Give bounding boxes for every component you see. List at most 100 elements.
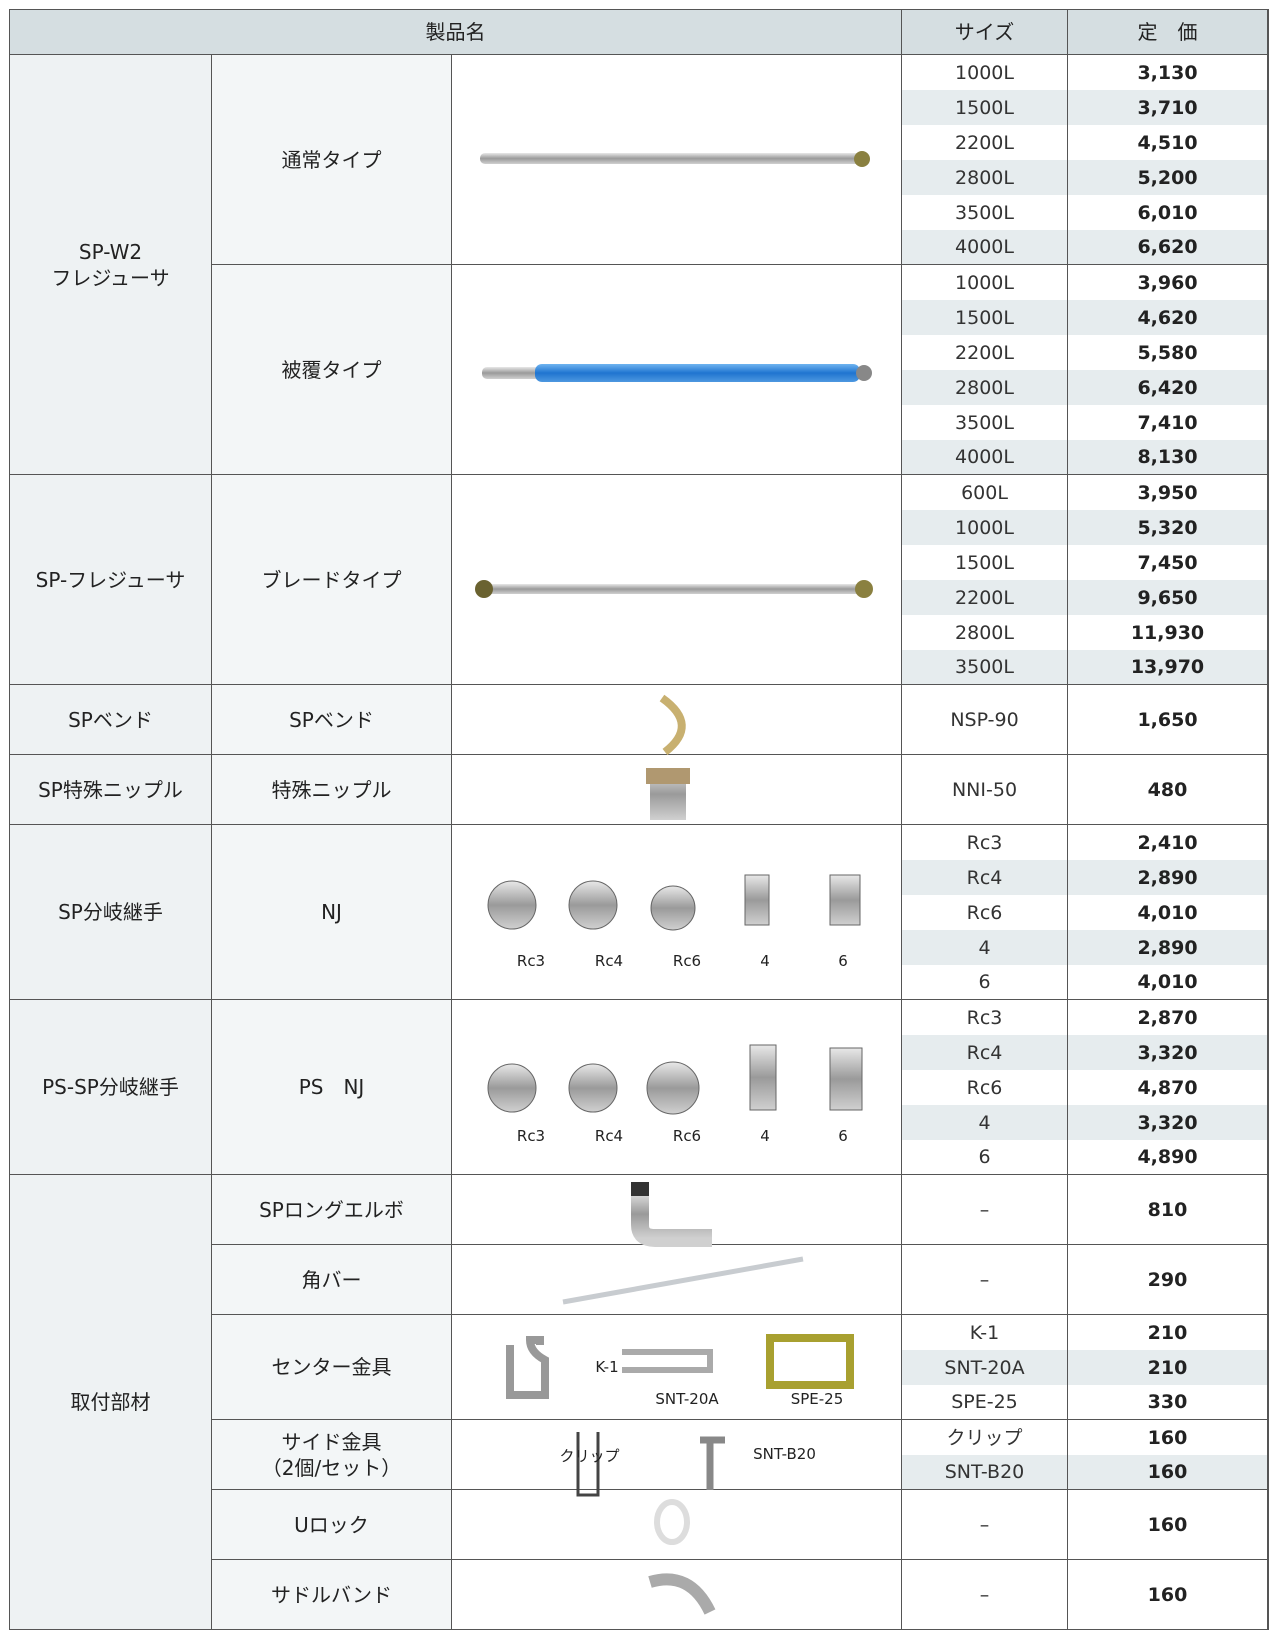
product-name-cell: SPベンド	[212, 685, 452, 755]
price-cell: 8,130	[1068, 440, 1268, 475]
price-text: 3,950	[1137, 481, 1198, 504]
size-text: 6	[978, 971, 991, 993]
size-cell: K-1	[902, 1315, 1068, 1350]
price-text: 4,620	[1137, 306, 1198, 329]
header-text: サイズ	[954, 20, 1015, 44]
group-name: SPベンド	[68, 707, 153, 732]
image-cell	[452, 1000, 902, 1175]
image-cell	[452, 755, 902, 825]
size-cell: 2800L	[902, 615, 1068, 650]
product-name: NJ	[321, 900, 342, 924]
price-text: 3,710	[1137, 96, 1198, 119]
size-cell: 4000L	[902, 230, 1068, 265]
price-text: 4,870	[1137, 1076, 1198, 1099]
size-cell: Rc3	[902, 1000, 1068, 1035]
price-cell: 9,650	[1068, 580, 1268, 615]
price-text: 4,010	[1137, 971, 1198, 993]
size-cell: Rc6	[902, 1070, 1068, 1105]
group-name: SP-フレジューサ	[35, 567, 186, 592]
size-text: 1500L	[955, 551, 1014, 574]
price-cell: 4,870	[1068, 1070, 1268, 1105]
image-label: K-1	[595, 1357, 619, 1376]
size-cell: –	[902, 1490, 1068, 1560]
size-text: SNT-B20	[944, 1461, 1025, 1483]
price-cell: 3,320	[1068, 1035, 1268, 1070]
header-cell: 定 価	[1068, 10, 1268, 55]
size-cell: 600L	[902, 475, 1068, 510]
size-text: K-1	[969, 1321, 1000, 1344]
price-cell: 1,650	[1068, 685, 1268, 755]
header-cell: 製品名	[10, 10, 902, 55]
price-text: 160	[1147, 1426, 1188, 1449]
image-cell	[452, 1490, 902, 1560]
size-cell: クリップ	[902, 1420, 1068, 1455]
price-text: 330	[1147, 1391, 1188, 1413]
product-name: 角バー	[301, 1267, 362, 1292]
size-text: Rc6	[966, 1076, 1003, 1099]
size-cell: 1000L	[902, 265, 1068, 300]
product-name-cell: 通常タイプ	[212, 55, 452, 265]
size-text: 4	[978, 936, 991, 959]
size-text: 4000L	[955, 236, 1014, 258]
product-name-cell: サドルバンド	[212, 1560, 452, 1630]
size-cell: Rc6	[902, 895, 1068, 930]
size-text: 1000L	[955, 516, 1014, 539]
price-text: 5,200	[1137, 166, 1198, 189]
price-text: 4,510	[1137, 131, 1198, 154]
image-label: Rc6	[672, 1127, 702, 1145]
table-frame	[9, 9, 1269, 1630]
size-cell: –	[902, 1175, 1068, 1245]
product-name: （2個/セット）	[261, 1455, 402, 1480]
price-text: 3,960	[1137, 271, 1198, 294]
price-text: 480	[1147, 778, 1188, 801]
image-label: SNT-B20	[753, 1445, 816, 1463]
size-text: Rc4	[966, 1041, 1003, 1064]
size-text: 3500L	[955, 201, 1014, 224]
image-label: 4	[760, 952, 770, 970]
size-text: Rc6	[966, 901, 1003, 924]
group-name: PS-SP分岐継手	[42, 1075, 179, 1099]
group-name-cell: SPベンド	[10, 685, 212, 755]
price-cell: 7,410	[1068, 405, 1268, 440]
price-text: 4,010	[1137, 901, 1198, 924]
product-name: サイド金具	[281, 1429, 382, 1454]
price-cell: 5,580	[1068, 335, 1268, 370]
size-cell: 6	[902, 965, 1068, 1000]
price-cell: 480	[1068, 755, 1268, 825]
product-name: 被覆タイプ	[281, 357, 382, 382]
size-cell: 3500L	[902, 195, 1068, 230]
size-text: Rc3	[966, 831, 1003, 854]
price-text: 6,620	[1137, 236, 1198, 258]
product-name: PS NJ	[298, 1075, 365, 1099]
image-label: 4	[760, 1127, 770, 1145]
size-cell: Rc3	[902, 825, 1068, 860]
price-cell: 6,010	[1068, 195, 1268, 230]
price-cell: 210	[1068, 1350, 1268, 1385]
price-cell: 4,510	[1068, 125, 1268, 160]
header-text: 定 価	[1137, 20, 1198, 44]
price-cell: 4,620	[1068, 300, 1268, 335]
price-cell: 4,890	[1068, 1140, 1268, 1175]
price-text: 2,870	[1137, 1006, 1198, 1029]
price-text: 8,130	[1137, 446, 1198, 468]
image-cell	[452, 55, 902, 265]
size-cell: 4000L	[902, 440, 1068, 475]
product-name-cell: ブレードタイプ	[212, 475, 452, 685]
price-cell: 160	[1068, 1490, 1268, 1560]
product-name: ブレードタイプ	[261, 567, 402, 592]
product-name-cell: 被覆タイプ	[212, 265, 452, 475]
price-cell: 210	[1068, 1315, 1268, 1350]
size-cell: SNT-20A	[902, 1350, 1068, 1385]
price-cell: 3,320	[1068, 1105, 1268, 1140]
size-text: 2800L	[955, 376, 1014, 399]
size-cell: 3500L	[902, 650, 1068, 685]
size-text: 6	[978, 1146, 991, 1168]
size-cell: 1500L	[902, 90, 1068, 125]
price-cell: 5,200	[1068, 160, 1268, 195]
size-cell: 3500L	[902, 405, 1068, 440]
price-cell: 7,450	[1068, 545, 1268, 580]
size-text: –	[979, 1198, 990, 1221]
price-cell: 160	[1068, 1455, 1268, 1490]
price-cell: 4,010	[1068, 895, 1268, 930]
